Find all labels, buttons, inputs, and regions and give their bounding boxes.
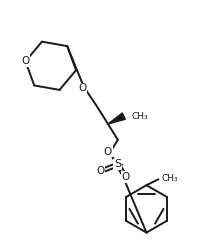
Text: O: O — [104, 147, 112, 157]
Text: CH₃: CH₃ — [161, 174, 178, 183]
Text: O: O — [78, 84, 86, 94]
Text: S: S — [114, 160, 121, 170]
Polygon shape — [108, 113, 125, 124]
Text: O: O — [21, 56, 30, 66]
Text: O: O — [122, 172, 130, 182]
Text: O: O — [96, 166, 104, 176]
Text: CH₃: CH₃ — [132, 112, 148, 120]
